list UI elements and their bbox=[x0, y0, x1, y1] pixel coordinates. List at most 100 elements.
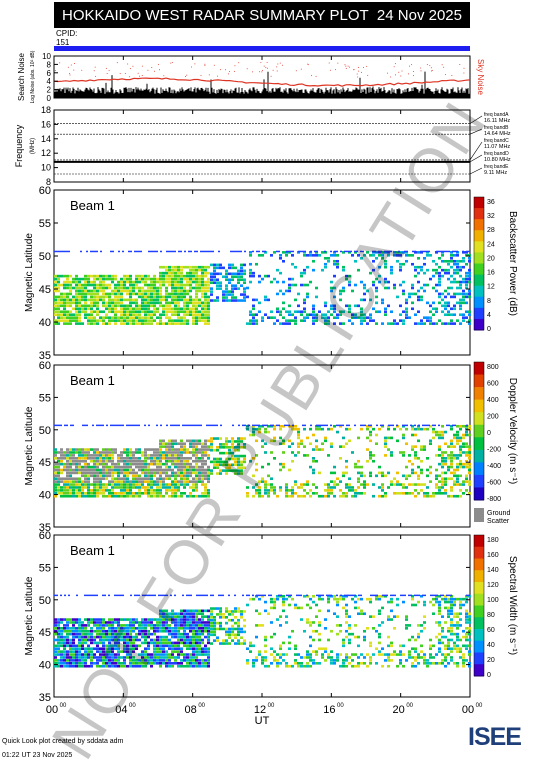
heatmap-cell bbox=[399, 428, 402, 431]
heatmap-cell bbox=[267, 665, 270, 668]
sky-noise-point bbox=[238, 62, 239, 63]
heatmap-cell bbox=[84, 630, 87, 633]
heatmap-cell bbox=[336, 653, 339, 656]
heatmap-cell bbox=[351, 486, 354, 489]
heatmap-cell bbox=[330, 492, 333, 495]
heatmap-cell bbox=[435, 269, 438, 272]
heatmap-cell bbox=[438, 293, 441, 296]
heatmap-cell bbox=[111, 454, 114, 457]
heatmap-cell bbox=[141, 302, 144, 305]
heatmap-cell bbox=[156, 460, 159, 463]
heatmap-cell bbox=[144, 307, 147, 310]
heatmap-cell bbox=[96, 483, 99, 486]
heatmap-cell bbox=[111, 278, 114, 281]
heatmap-cell bbox=[192, 442, 195, 445]
heatmap-cell bbox=[372, 454, 375, 457]
sky-noise-point bbox=[307, 64, 308, 65]
heatmap-cell bbox=[159, 480, 162, 483]
heatmap-cell bbox=[159, 442, 162, 445]
heatmap-cell bbox=[87, 454, 90, 457]
heatmap-cell bbox=[270, 647, 273, 650]
heatmap-cell bbox=[66, 278, 69, 281]
heatmap-cell bbox=[246, 647, 249, 650]
heatmap-cell bbox=[321, 251, 324, 254]
heatmap-cell bbox=[285, 254, 288, 257]
heatmap-cell bbox=[387, 448, 390, 451]
heatmap-cell bbox=[87, 451, 90, 454]
heatmap-cell bbox=[201, 269, 204, 272]
heatmap-cell bbox=[63, 645, 66, 648]
heatmap-cell bbox=[123, 322, 126, 325]
heatmap-cell bbox=[192, 305, 195, 308]
heatmap-cell bbox=[468, 260, 471, 263]
heatmap-cell bbox=[438, 275, 441, 278]
heatmap-cell bbox=[156, 480, 159, 483]
heatmap-cell bbox=[447, 445, 450, 448]
heatmap-cell bbox=[140, 251, 142, 253]
heatmap-cell bbox=[459, 440, 462, 443]
heatmap-cell bbox=[123, 284, 126, 287]
heatmap-cell bbox=[186, 477, 189, 480]
heatmap-cell bbox=[279, 272, 282, 275]
heatmap-cell bbox=[252, 659, 255, 662]
heatmap-cell bbox=[114, 472, 117, 475]
heatmap-cell bbox=[108, 307, 111, 310]
heatmap-cell bbox=[129, 296, 132, 299]
heatmap-cell bbox=[60, 284, 63, 287]
heatmap-cell bbox=[171, 302, 174, 305]
heatmap-cell bbox=[195, 284, 198, 287]
heatmap-cell bbox=[75, 319, 78, 322]
heatmap-cell bbox=[452, 251, 454, 253]
heatmap-cell bbox=[144, 454, 147, 457]
heatmap-cell bbox=[441, 310, 444, 313]
heatmap-cell bbox=[201, 633, 204, 636]
heatmap-cell bbox=[441, 466, 444, 469]
heatmap-cell bbox=[363, 483, 366, 486]
heatmap-cell bbox=[102, 293, 105, 296]
heatmap-cell bbox=[306, 656, 309, 659]
heat-ylabel: Magnetic Latitude bbox=[24, 406, 35, 485]
heatmap-cell bbox=[174, 440, 177, 443]
heatmap-cell bbox=[207, 621, 210, 624]
heatmap-cell bbox=[57, 307, 60, 310]
heatmap-cell bbox=[81, 451, 84, 454]
heatmap-cell bbox=[195, 454, 198, 457]
heatmap-cell bbox=[75, 463, 78, 466]
heatmap-cell bbox=[60, 627, 63, 630]
heatmap-cell bbox=[183, 310, 186, 313]
heatmap-cell bbox=[192, 477, 195, 480]
heatmap-cell bbox=[69, 650, 72, 653]
heatmap-cell bbox=[174, 650, 177, 653]
heatmap-cell bbox=[453, 254, 456, 257]
heatmap-cell bbox=[180, 460, 183, 463]
heatmap-cell bbox=[459, 489, 462, 492]
heatmap-cell bbox=[408, 483, 411, 486]
heatmap-cell bbox=[183, 442, 186, 445]
heatmap-cell bbox=[96, 492, 99, 495]
heatmap-cell bbox=[66, 653, 69, 656]
heatmap-cell bbox=[138, 310, 141, 313]
heatmap-cell bbox=[78, 469, 81, 472]
colorbar-segment bbox=[474, 437, 484, 450]
heatmap-cell bbox=[246, 287, 249, 290]
heatmap-cell bbox=[405, 442, 408, 445]
heatmap-cell bbox=[360, 492, 363, 495]
heatmap-cell bbox=[192, 272, 195, 275]
heatmap-cell bbox=[276, 598, 279, 601]
heatmap-cell bbox=[144, 425, 146, 427]
heatmap-cell bbox=[237, 633, 240, 636]
heatmap-cell bbox=[420, 428, 423, 431]
heatmap-cell bbox=[312, 254, 315, 257]
heatmap-cell bbox=[198, 665, 201, 668]
heatmap-cell bbox=[63, 463, 66, 466]
heatmap-cell bbox=[207, 653, 210, 656]
heatmap-cell bbox=[174, 662, 177, 665]
heatmap-cell bbox=[321, 269, 324, 272]
heatmap-cell bbox=[96, 275, 99, 278]
heatmap-cell bbox=[189, 665, 192, 668]
heatmap-cell bbox=[99, 480, 102, 483]
heatmap-cell bbox=[57, 639, 60, 642]
heatmap-cell bbox=[57, 278, 60, 281]
heatmap-cell bbox=[117, 457, 120, 460]
heatmap-cell bbox=[201, 665, 204, 668]
